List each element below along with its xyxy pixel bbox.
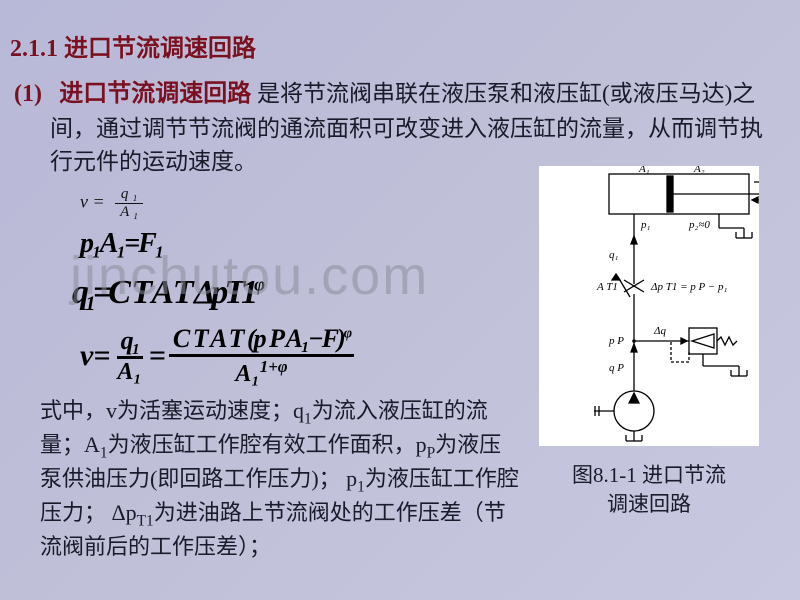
svg-text:p₁: p₁ — [640, 219, 651, 231]
svg-text:A₂: A₂ — [693, 166, 705, 175]
equation-1: v = q ₁ A ₁ — [80, 186, 143, 221]
svg-text:A₁: A₁ — [638, 166, 650, 175]
svg-text:q₁: q₁ — [609, 249, 619, 261]
diagram-caption: 图8.1-1 进口节流调速回路 — [534, 461, 764, 520]
svg-text:A T1: A T1 — [596, 281, 618, 293]
item-label: 进口节流调速回路 — [59, 81, 251, 107]
svg-text:p₂≈0: p₂≈0 — [688, 219, 710, 231]
equation-4: v= q₁A₁ = C T A T (p P A₁−F)φA₁1+φ — [80, 324, 357, 388]
svg-text:q P: q P — [609, 362, 624, 374]
svg-text:Δq: Δq — [653, 325, 666, 337]
svg-text:p P: p P — [608, 335, 624, 347]
diagram-zone: A₁ A₂ v F p₁ p₂≈0 q₁ — [534, 166, 764, 520]
svg-text:Δp T1 = p P − p₁: Δp T1 = p P − p₁ — [650, 281, 727, 293]
explanation-text: 式中，v为活塞运动速度；q1为流入液压缸的流量；A1为液压缸工作腔有效工作面积，… — [40, 396, 520, 563]
item-paragraph: (1) 进口节流调速回路 是将节流阀串联在液压泵和液压缸(或液压马达)之间，通过… — [14, 77, 770, 178]
section-heading: 2.1.1 进口节流调速回路 — [10, 28, 770, 63]
equation-3: q₁=C T A T ΔpT1φ — [72, 274, 261, 312]
equation-block: v = q ₁ A ₁ p₁A₁=F₁ q₁=C T A T ΔpT1φ v= … — [80, 186, 420, 386]
item-number: (1) — [14, 81, 42, 107]
hydraulic-diagram: A₁ A₂ v F p₁ p₂≈0 q₁ — [539, 166, 759, 446]
equation-2: p₁A₁=F₁ — [80, 228, 163, 260]
